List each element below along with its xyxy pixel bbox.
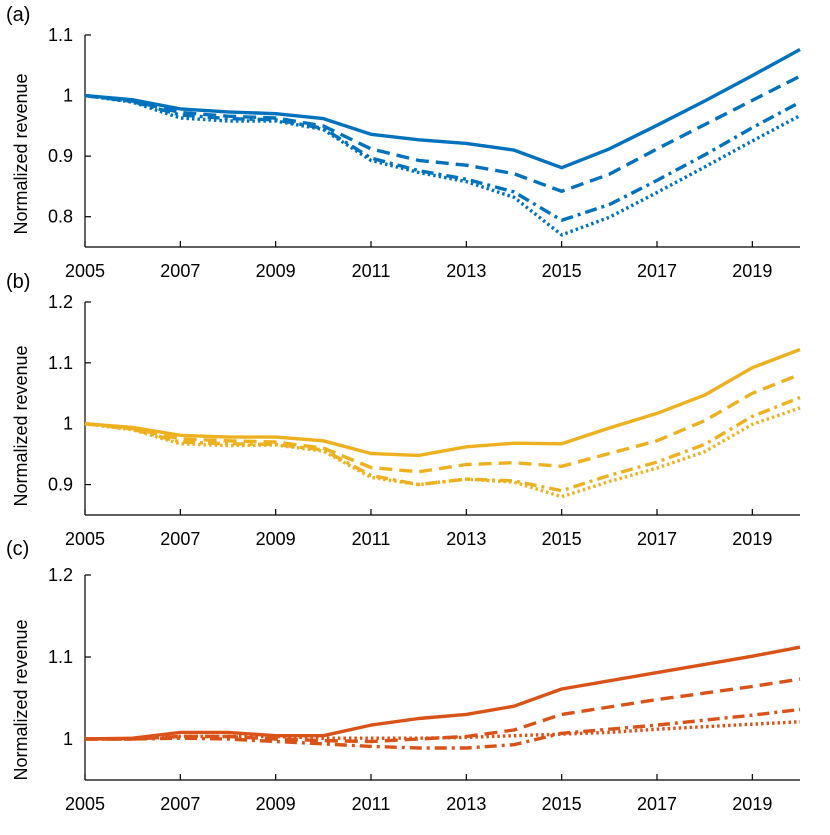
series-line-c-dotted: [85, 720, 801, 741]
y-axis-label-a: Normalized revenue: [11, 73, 31, 234]
series-line-c-solid: [84, 645, 801, 741]
x-tick-label-b: 2007: [160, 529, 200, 549]
x-tick-label-c: 2009: [256, 794, 296, 814]
x-tick-label-a: 2005: [65, 261, 105, 281]
series-line-a-dashed: [84, 74, 801, 194]
series-line-b-dashed: [84, 372, 801, 474]
series-line-a-solid: [84, 48, 801, 170]
y-tick-label-a: 1: [63, 86, 73, 106]
y-axis-label-c: Normalized revenue: [11, 619, 31, 780]
x-tick-label-a: 2017: [637, 261, 677, 281]
x-tick-label-a: 2015: [542, 261, 582, 281]
y-tick-label-a: 0.8: [48, 207, 73, 227]
y-tick-label-c: 1.2: [48, 565, 73, 585]
x-tick-label-c: 2007: [160, 794, 200, 814]
x-tick-label-b: 2015: [542, 529, 582, 549]
panel-c: (c) Normalized revenue 1 1.1 1.2 2005 2007 20…: [6, 538, 801, 814]
x-tick-label-b: 2011: [352, 529, 391, 549]
x-tick-label-c: 2011: [352, 794, 391, 814]
y-tick-label-b: 1.1: [48, 353, 73, 373]
y-tick-label-c: 1: [63, 729, 73, 749]
series-line-a-dashdot: [84, 93, 801, 223]
x-tick-label-c: 2017: [637, 794, 677, 814]
x-tick-label-a: 2007: [160, 261, 200, 281]
x-tick-label-a: 2011: [352, 261, 391, 281]
panel-label-b: (b): [6, 271, 30, 293]
series-line-c-dashed: [85, 677, 801, 744]
panel-label-a: (a): [6, 4, 30, 26]
y-tick-label-b: 1: [63, 414, 73, 434]
x-tick-label-b: 2019: [732, 529, 772, 549]
x-tick-label-a: 2019: [732, 261, 772, 281]
y-tick-label-b: 1.2: [48, 292, 73, 312]
x-tick-label-c: 2005: [65, 794, 105, 814]
y-tick-label-a: 1.1: [48, 25, 73, 45]
y-axis-label-b: Normalized revenue: [11, 345, 31, 506]
x-tick-label-b: 2013: [446, 529, 486, 549]
panel-b: (b) Normalized revenue 0.9 1 1.1 1.2 2005 200…: [6, 271, 801, 549]
panel-a: (a) Normalized revenue 0.8 0.9 1 1.1 2005 200…: [6, 4, 801, 281]
y-tick-label-b: 0.9: [48, 475, 73, 495]
x-tick-label-c: 2019: [732, 794, 772, 814]
y-tick-label-c: 1.1: [48, 647, 73, 667]
panel-label-c: (c): [6, 538, 29, 560]
x-tick-label-c: 2013: [446, 794, 486, 814]
x-tick-label-a: 2013: [446, 261, 486, 281]
series-line-a-dotted: [84, 93, 801, 237]
series-line-c-dashdot: [85, 707, 801, 750]
series-line-b-dotted: [84, 406, 801, 499]
y-tick-label-a: 0.9: [48, 146, 73, 166]
series-line-b-solid: [84, 347, 801, 458]
x-tick-label-b: 2009: [256, 529, 296, 549]
x-tick-label-a: 2009: [256, 261, 296, 281]
x-tick-label-b: 2005: [65, 529, 105, 549]
series-line-b-dashdot: [84, 395, 801, 493]
x-tick-label-c: 2015: [542, 794, 582, 814]
x-tick-label-b: 2017: [637, 529, 677, 549]
